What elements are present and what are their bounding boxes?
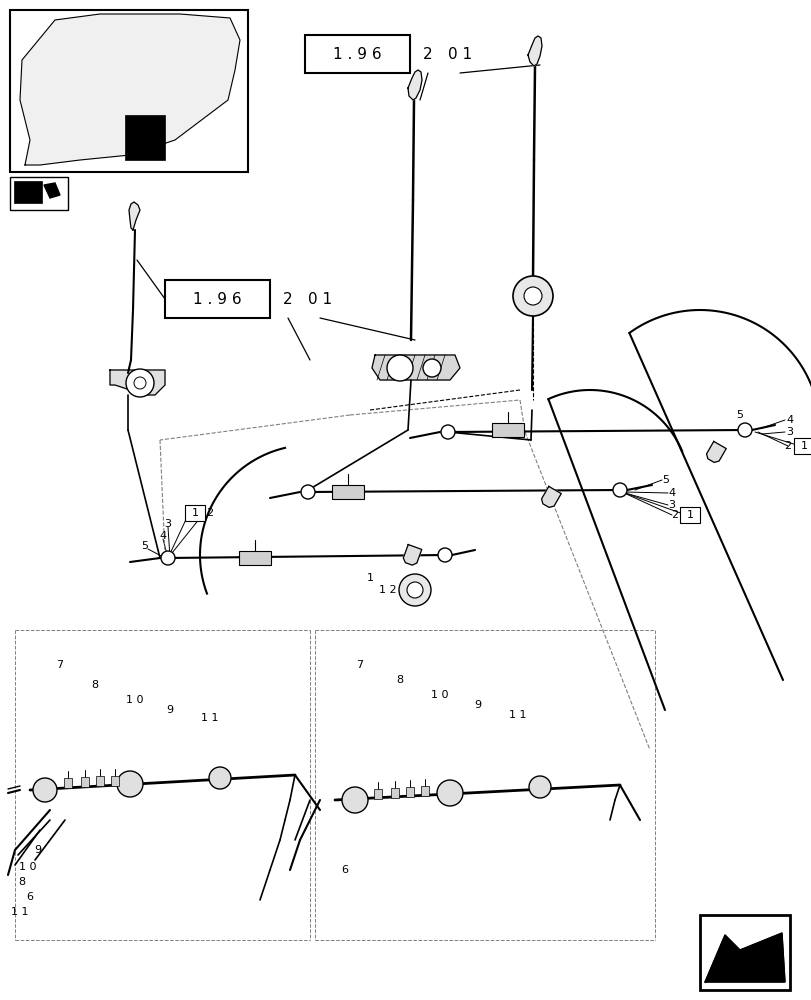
- Text: 8: 8: [396, 675, 403, 685]
- Circle shape: [33, 778, 57, 802]
- Circle shape: [523, 287, 541, 305]
- Bar: [96, 776, 104, 786]
- Text: 1: 1: [191, 508, 198, 518]
- Circle shape: [398, 574, 431, 606]
- Polygon shape: [44, 183, 60, 198]
- Text: 0 1: 0 1: [307, 292, 332, 306]
- Bar: [420, 786, 428, 796]
- Bar: [64, 778, 72, 788]
- Text: 1: 1: [366, 573, 373, 583]
- Text: 9: 9: [474, 700, 481, 710]
- Text: 2: 2: [783, 441, 791, 451]
- Text: 1 0: 1 0: [431, 690, 448, 700]
- Circle shape: [612, 483, 626, 497]
- Bar: [679, 507, 699, 523]
- Text: 1 1: 1 1: [201, 713, 218, 723]
- Circle shape: [440, 425, 454, 439]
- Text: 6: 6: [27, 892, 33, 902]
- Bar: [699, 915, 789, 990]
- Polygon shape: [20, 14, 240, 165]
- Circle shape: [301, 485, 315, 499]
- Text: 1 . 9 6: 1 . 9 6: [333, 47, 381, 62]
- Circle shape: [134, 377, 146, 389]
- Bar: [374, 789, 381, 799]
- Text: 5: 5: [662, 475, 669, 485]
- Text: 8: 8: [19, 877, 25, 887]
- Text: 4: 4: [667, 488, 675, 498]
- Circle shape: [341, 787, 367, 813]
- Polygon shape: [109, 370, 165, 395]
- Text: 3: 3: [165, 519, 171, 529]
- Bar: [185, 505, 204, 521]
- Circle shape: [436, 780, 462, 806]
- Text: 8: 8: [92, 680, 98, 690]
- Circle shape: [208, 767, 230, 789]
- Text: 3: 3: [786, 427, 792, 437]
- Text: 4: 4: [159, 531, 166, 541]
- Polygon shape: [704, 933, 784, 982]
- Polygon shape: [403, 545, 421, 565]
- Polygon shape: [129, 202, 139, 230]
- Text: 2: 2: [283, 292, 293, 306]
- Bar: [14, 181, 42, 203]
- Text: 1 . 9 6: 1 . 9 6: [193, 292, 242, 306]
- Bar: [81, 777, 89, 787]
- Text: 1: 1: [685, 510, 693, 520]
- Polygon shape: [541, 486, 560, 507]
- Bar: [111, 776, 119, 786]
- Text: 0 1: 0 1: [448, 47, 471, 62]
- Bar: [406, 787, 414, 797]
- Text: 2: 2: [206, 508, 213, 518]
- Text: 3: 3: [667, 500, 675, 510]
- Text: 2: 2: [671, 510, 678, 520]
- Text: 7: 7: [356, 660, 363, 670]
- Text: 4: 4: [786, 415, 792, 425]
- Text: 1 1: 1 1: [11, 907, 28, 917]
- Polygon shape: [371, 355, 460, 380]
- Circle shape: [513, 276, 552, 316]
- Circle shape: [387, 355, 413, 381]
- Text: 9: 9: [34, 845, 41, 855]
- Bar: [305, 35, 410, 73]
- Bar: [491, 423, 523, 437]
- Text: 5: 5: [141, 541, 148, 551]
- Bar: [125, 115, 165, 160]
- Text: 5: 5: [736, 410, 743, 420]
- Text: 1 0: 1 0: [19, 862, 36, 872]
- Circle shape: [437, 548, 452, 562]
- Text: 1 1: 1 1: [508, 710, 526, 720]
- Bar: [238, 551, 271, 565]
- Text: 9: 9: [166, 705, 174, 715]
- Circle shape: [528, 776, 551, 798]
- Text: 1 0: 1 0: [126, 695, 144, 705]
- Text: 1 2: 1 2: [379, 585, 397, 595]
- Text: 2: 2: [423, 47, 432, 62]
- Polygon shape: [407, 70, 422, 100]
- Circle shape: [117, 771, 143, 797]
- Text: 6: 6: [341, 865, 348, 875]
- Bar: [793, 438, 811, 454]
- Bar: [165, 280, 270, 318]
- Polygon shape: [706, 441, 725, 462]
- Circle shape: [161, 551, 175, 565]
- Circle shape: [406, 582, 423, 598]
- Bar: [10, 177, 68, 210]
- Bar: [332, 485, 363, 499]
- Text: 1: 1: [800, 441, 806, 451]
- Circle shape: [737, 423, 751, 437]
- Circle shape: [423, 359, 440, 377]
- Text: 7: 7: [57, 660, 63, 670]
- Bar: [10, 10, 247, 172]
- Circle shape: [126, 369, 154, 397]
- Bar: [391, 788, 398, 798]
- Polygon shape: [527, 36, 541, 66]
